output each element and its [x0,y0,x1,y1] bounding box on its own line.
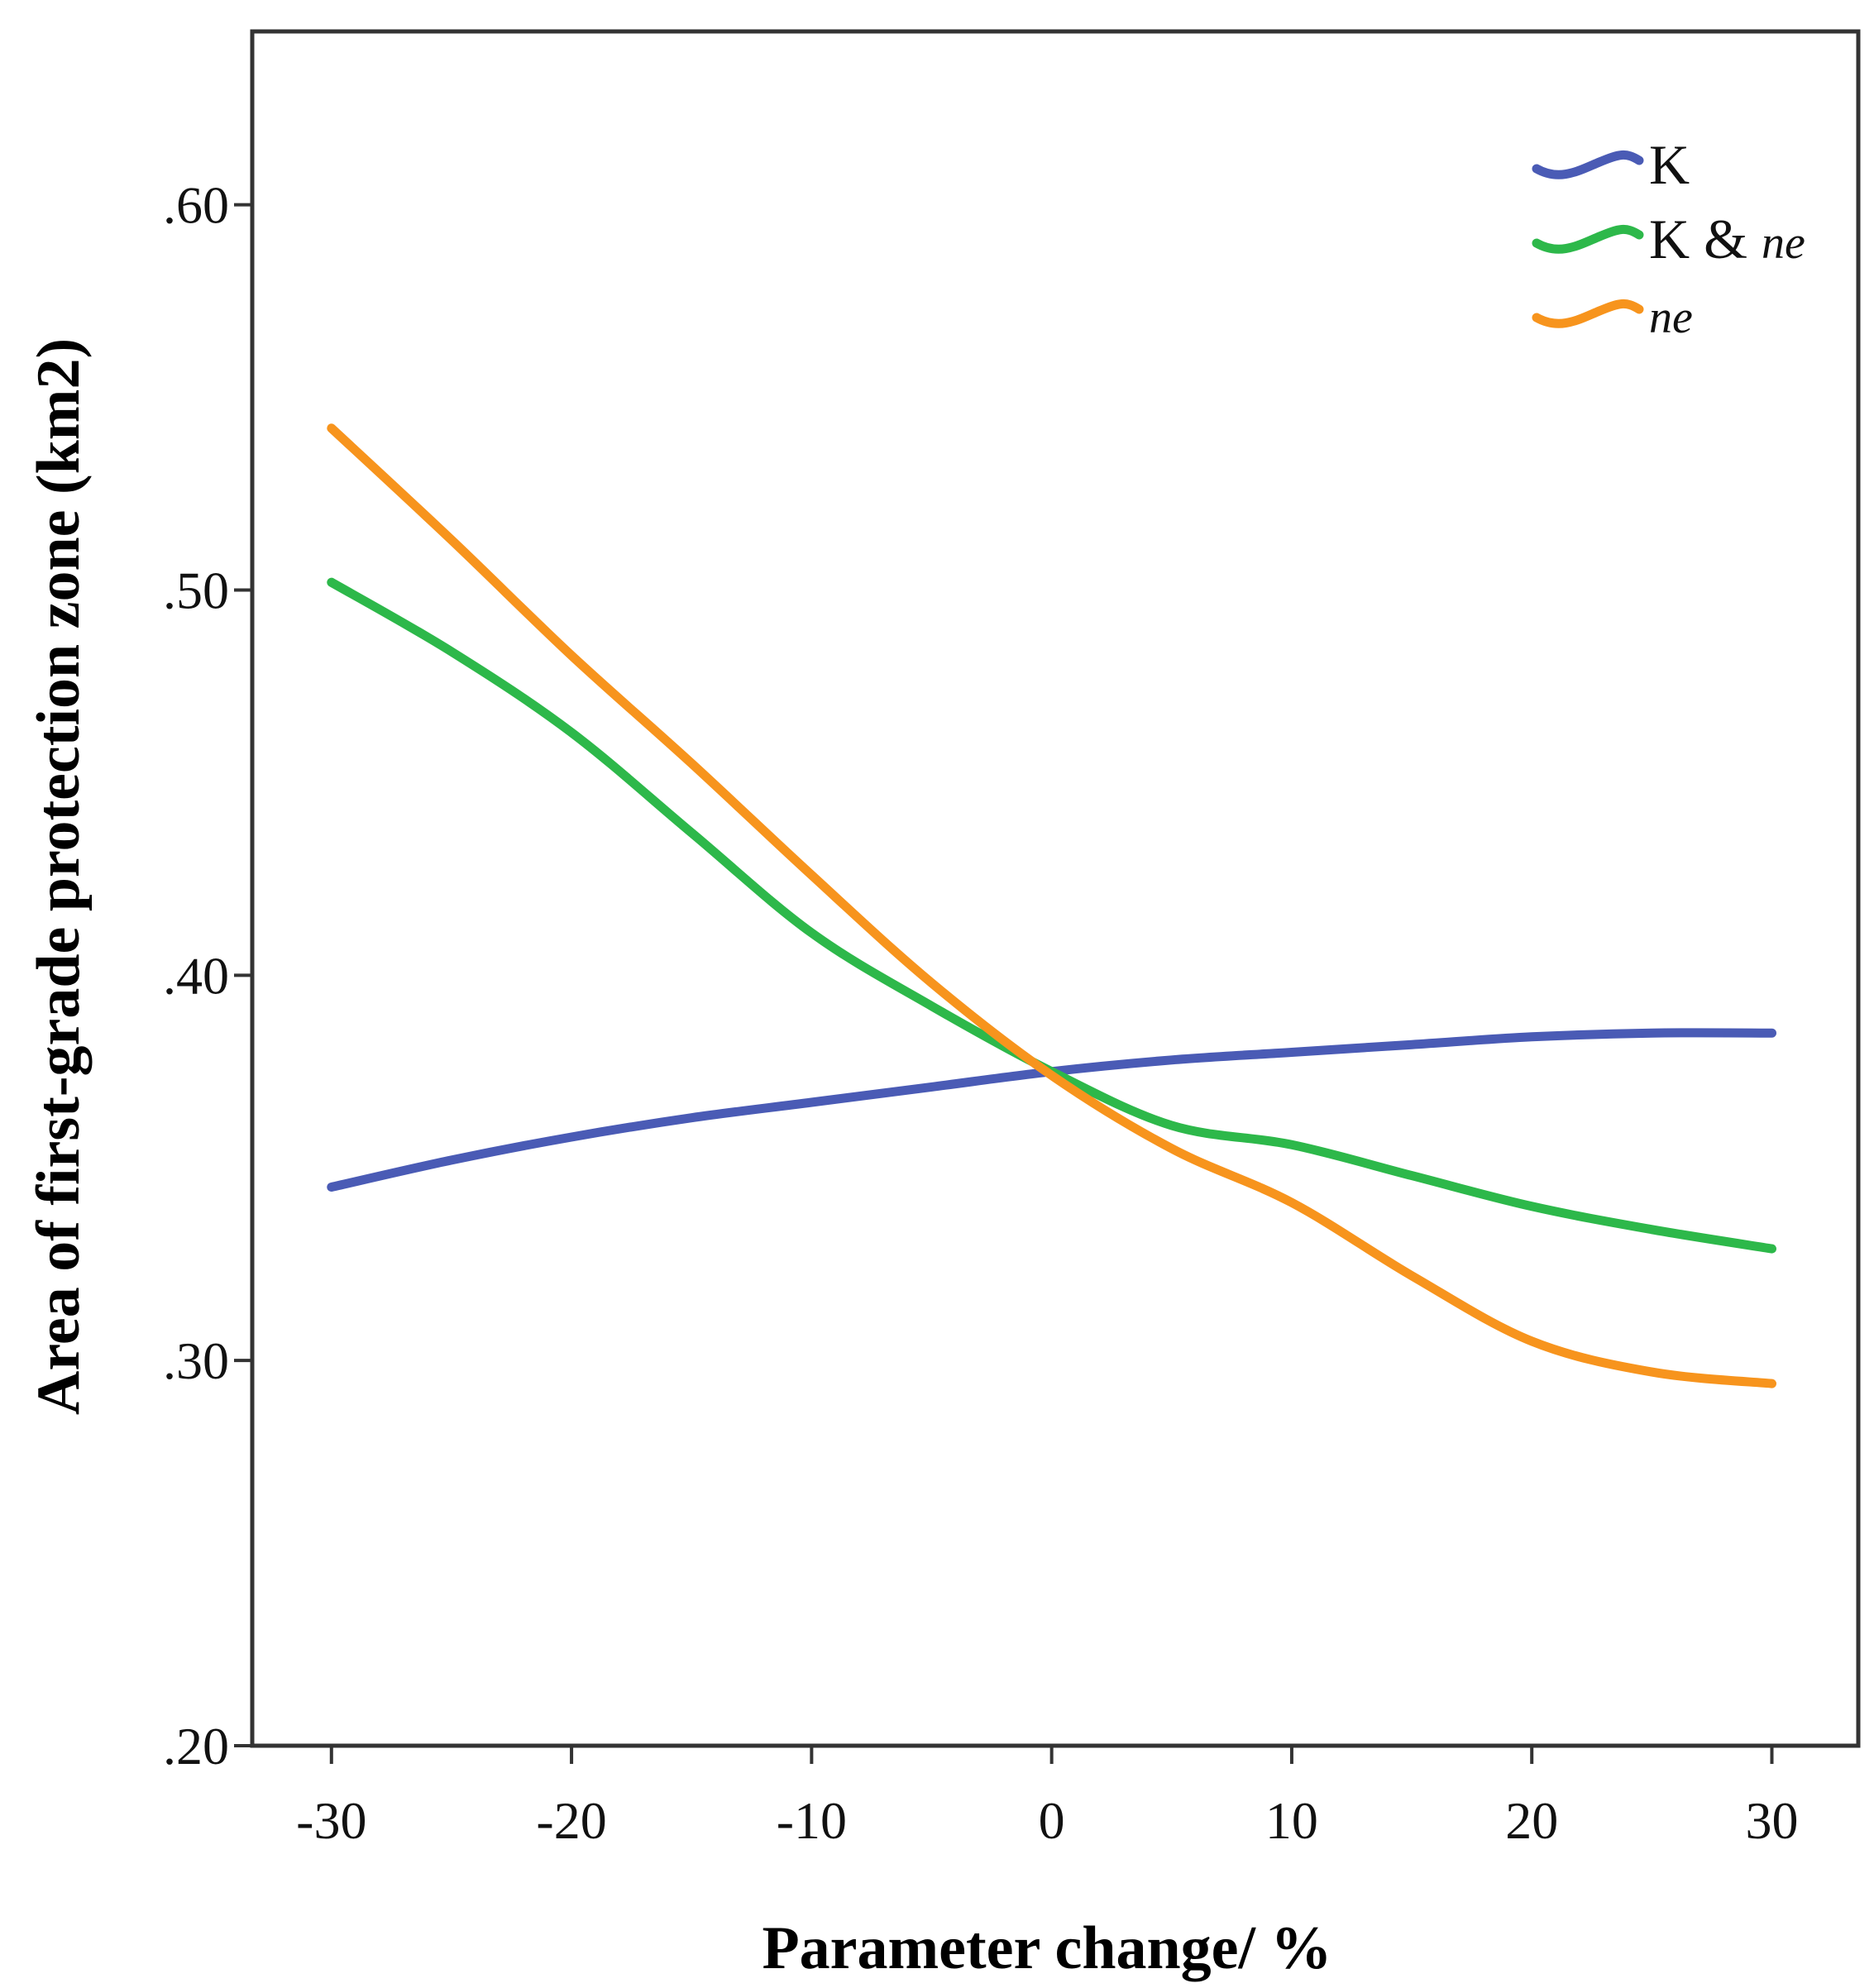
y-tick-label: .20 [163,1717,229,1775]
x-tick-label: -10 [777,1791,847,1850]
x-tick-label: 20 [1505,1791,1558,1850]
series-layer [327,423,1776,1388]
legend-label-k-ne: K & ne [1649,208,1805,270]
x-axis-title: Parameter change/ % [762,1914,1331,1982]
x-tick-label: 30 [1745,1791,1798,1850]
legend-swatch-k [1532,151,1644,179]
legend-italic-part: ne [1649,292,1693,343]
x-tick-label: -20 [536,1791,606,1850]
series-line-k [327,1028,1776,1192]
y-tick-label: .30 [163,1331,229,1390]
x-tick-label: -30 [296,1791,366,1850]
legend-text-part: K & [1649,208,1762,270]
x-tick-label: 10 [1265,1791,1318,1850]
series-line-ne [327,423,1776,1388]
y-tick-label: .40 [163,946,229,1005]
x-axis: -30 -20 -10 0 10 20 30 [296,1746,1798,1850]
legend-label-ne: ne [1649,292,1693,343]
legend-label-k: K [1649,133,1690,196]
y-tick-label: .50 [163,561,229,619]
y-axis-title: Area of first-grade protection zone (km2… [25,338,93,1415]
y-tick-label: .60 [163,176,229,235]
y-axis: .20 .30 .40 .50 .60 [163,176,252,1775]
legend-swatch-ne [1532,299,1644,328]
series-line-k-ne [327,577,1776,1254]
legend-italic-part: ne [1762,217,1805,269]
legend-swatch-k-ne [1532,225,1644,254]
plot-frame [250,29,1861,1748]
legend-text-part: K [1649,133,1690,196]
x-tick-label: 0 [1039,1791,1065,1850]
